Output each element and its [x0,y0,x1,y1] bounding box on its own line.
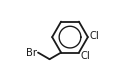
Text: Cl: Cl [89,31,99,41]
Text: Cl: Cl [81,51,90,61]
Text: Br: Br [26,48,37,58]
